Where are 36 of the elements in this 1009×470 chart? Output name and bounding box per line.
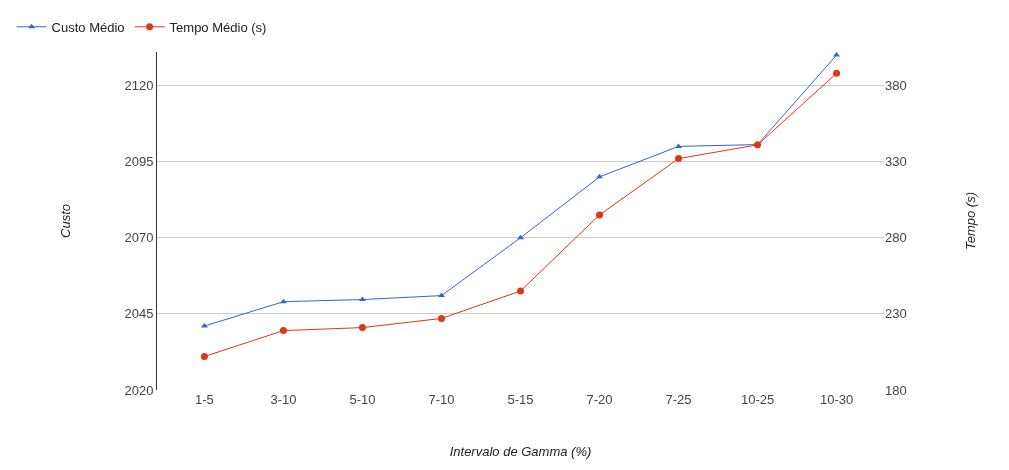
- y2-tick-label: 380: [885, 78, 907, 94]
- point: [675, 155, 683, 163]
- y2-tick-label: 280: [885, 230, 907, 246]
- y-tick-label: 2020: [124, 382, 154, 398]
- x-tick-label: 7-10: [428, 392, 455, 407]
- point: [200, 353, 208, 360]
- x-tick-label: 7-20: [586, 392, 613, 407]
- point: [675, 143, 682, 148]
- legend-label: Custo Médio: [51, 19, 125, 35]
- x-axis-title: Intervalo de Gamma (%): [449, 443, 592, 459]
- x-tick-label: 3-10: [270, 392, 297, 407]
- point: [279, 327, 287, 335]
- y-tick-label: 2120: [124, 78, 154, 94]
- point: [517, 287, 524, 295]
- point: [359, 296, 366, 302]
- y2-axis-title: Tempo (s): [963, 191, 979, 251]
- x-tick-label: 5-10: [349, 392, 376, 407]
- y2-tick-label: 180: [885, 382, 907, 398]
- y2-tick-label: 330: [885, 154, 907, 170]
- x-tick-label: 5-15: [507, 392, 534, 407]
- point: [833, 69, 841, 77]
- point: [438, 292, 445, 298]
- x-tick-label: 7-25: [665, 392, 692, 407]
- y-tick-label: 2095: [124, 154, 154, 170]
- point: [437, 314, 445, 322]
- y-tick-label: 2045: [124, 306, 154, 322]
- point: [596, 211, 604, 219]
- legend-label: Tempo Médio (s): [169, 19, 267, 35]
- x-tick-label: 10-25: [740, 392, 775, 407]
- point: [279, 298, 287, 304]
- x-tick-label: 1-5: [195, 392, 214, 407]
- y-axis-title: Custo: [58, 204, 74, 238]
- y2-tick-label: 230: [885, 306, 907, 322]
- y-tick-label: 2070: [124, 230, 154, 246]
- x-tick-label: 10-30: [819, 392, 854, 407]
- point: [358, 324, 366, 332]
